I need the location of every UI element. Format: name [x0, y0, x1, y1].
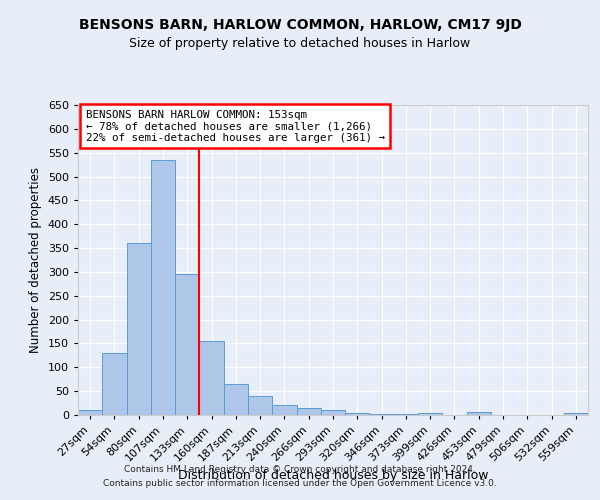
Bar [127, 244, 151, 415]
Bar [370, 414, 394, 415]
Bar [199, 341, 224, 415]
Bar [418, 412, 442, 415]
Text: Contains public sector information licensed under the Open Government Licence v3: Contains public sector information licen… [103, 479, 497, 488]
Bar [467, 412, 491, 415]
Bar [151, 160, 175, 415]
Bar [564, 412, 588, 415]
Y-axis label: Number of detached properties: Number of detached properties [29, 167, 42, 353]
Bar [296, 408, 321, 415]
Bar [248, 396, 272, 415]
Bar [394, 414, 418, 415]
Bar [224, 384, 248, 415]
Text: BENSONS BARN HARLOW COMMON: 153sqm
← 78% of detached houses are smaller (1,266)
: BENSONS BARN HARLOW COMMON: 153sqm ← 78%… [86, 110, 385, 143]
Bar [78, 410, 102, 415]
Text: BENSONS BARN, HARLOW COMMON, HARLOW, CM17 9JD: BENSONS BARN, HARLOW COMMON, HARLOW, CM1… [79, 18, 521, 32]
Text: Contains HM Land Registry data © Crown copyright and database right 2024.: Contains HM Land Registry data © Crown c… [124, 466, 476, 474]
Bar [102, 353, 127, 415]
Bar [272, 406, 296, 415]
Bar [345, 412, 370, 415]
Bar [175, 274, 199, 415]
Text: Size of property relative to detached houses in Harlow: Size of property relative to detached ho… [130, 38, 470, 51]
X-axis label: Distribution of detached houses by size in Harlow: Distribution of detached houses by size … [178, 468, 488, 481]
Bar [321, 410, 345, 415]
